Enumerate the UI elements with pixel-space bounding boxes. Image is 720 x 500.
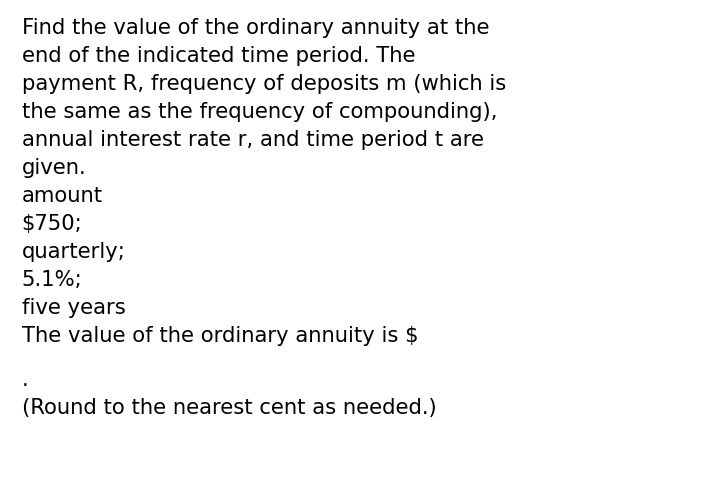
Text: 5.1%;: 5.1%;	[22, 270, 82, 290]
Text: the same as the frequency of compounding),: the same as the frequency of compounding…	[22, 102, 497, 122]
Text: five years: five years	[22, 298, 125, 318]
Text: annual interest rate r, and time period t are: annual interest rate r, and time period …	[22, 130, 484, 150]
Text: .: .	[22, 370, 28, 390]
Text: (Round to the nearest cent as needed.): (Round to the nearest cent as needed.)	[22, 398, 436, 418]
Text: amount: amount	[22, 186, 103, 206]
Text: end of the indicated time period. The: end of the indicated time period. The	[22, 46, 415, 66]
Text: $750;: $750;	[22, 214, 82, 234]
Text: given.: given.	[22, 158, 86, 178]
Text: quarterly;: quarterly;	[22, 242, 125, 262]
Text: payment R, frequency of deposits m (which is: payment R, frequency of deposits m (whic…	[22, 74, 506, 94]
Text: Find the value of the ordinary annuity at the: Find the value of the ordinary annuity a…	[22, 18, 489, 38]
Text: The value of the ordinary annuity is $: The value of the ordinary annuity is $	[22, 326, 418, 346]
